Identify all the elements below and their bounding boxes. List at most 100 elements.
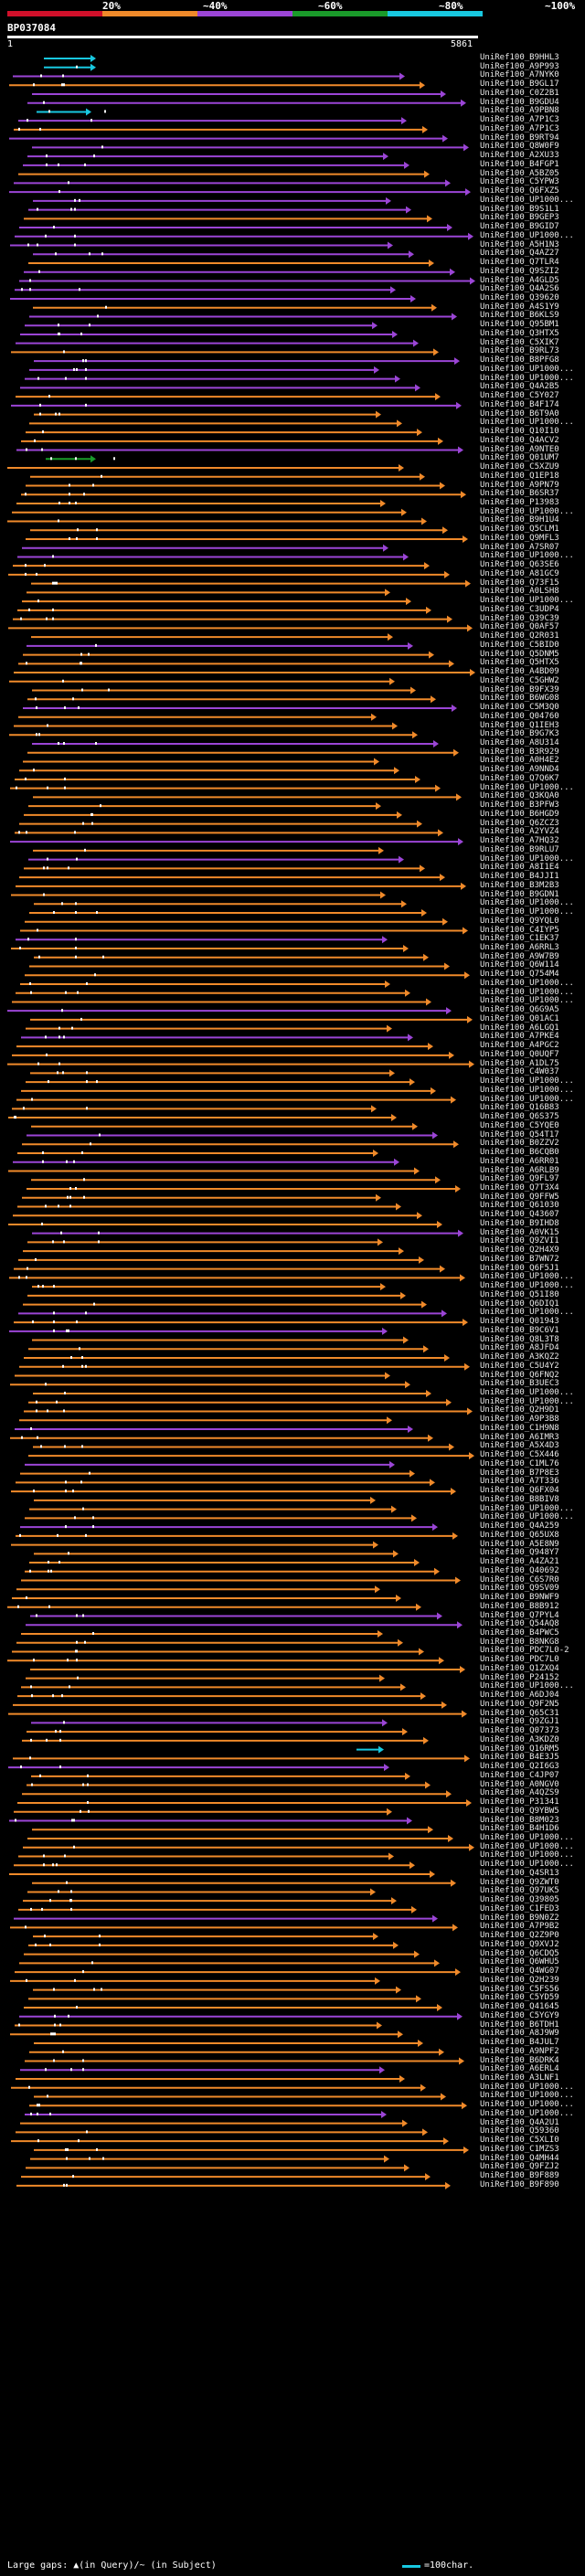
- hit-label[interactable]: UniRef100_Q6CDQ5: [480, 1948, 559, 1958]
- hit-label[interactable]: UniRef100_B9GDN1: [480, 889, 559, 899]
- hit-label[interactable]: UniRef100_UP1000...: [480, 2091, 574, 2101]
- hit-label[interactable]: UniRef100_A7PKE4: [480, 1032, 559, 1042]
- hit-label[interactable]: UniRef100_Q6FXZ5: [480, 186, 559, 196]
- hit-label[interactable]: UniRef100_A9P3B8: [480, 1415, 559, 1425]
- hit-label[interactable]: UniRef100_Q51I80: [480, 1289, 559, 1299]
- hit-label[interactable]: UniRef100_C5YGY9: [480, 2010, 559, 2020]
- hit-label[interactable]: UniRef100_Q59360: [480, 2126, 559, 2136]
- hit-label[interactable]: UniRef100_Q9FL97: [480, 1174, 559, 1184]
- hit-label[interactable]: UniRef100_A3KDZ0: [480, 1734, 559, 1744]
- hit-label[interactable]: UniRef100_UP1000...: [480, 1308, 574, 1318]
- hit-label[interactable]: UniRef100_UP1000...: [480, 1281, 574, 1291]
- hit-label[interactable]: UniRef100_UP1000...: [480, 1094, 574, 1104]
- hit-label[interactable]: UniRef100_Q07373: [480, 1726, 559, 1736]
- hit-label[interactable]: UniRef100_UP1000...: [480, 2082, 574, 2092]
- hit-label[interactable]: UniRef100_B9RL73: [480, 346, 559, 356]
- hit-label[interactable]: UniRef100_B9HHL3: [480, 53, 559, 62]
- hit-label[interactable]: UniRef100_Q2Z9P0: [480, 1931, 559, 1941]
- hit-label[interactable]: UniRef100_A2YVZ4: [480, 827, 559, 837]
- hit-label[interactable]: UniRef100_C5GHW2: [480, 675, 559, 685]
- hit-label[interactable]: UniRef100_Q39C39: [480, 613, 559, 623]
- hit-label[interactable]: UniRef100_C1MZS3: [480, 2144, 559, 2154]
- hit-label[interactable]: UniRef100_B4E3J5: [480, 1753, 559, 1763]
- hit-label[interactable]: UniRef100_C3UDP4: [480, 604, 559, 614]
- hit-label[interactable]: UniRef100_B4JJI1: [480, 872, 559, 882]
- hit-label[interactable]: UniRef100_Q97UK5: [480, 1886, 559, 1896]
- hit-label[interactable]: UniRef100_Q41645: [480, 2002, 559, 2012]
- hit-label[interactable]: UniRef100_UP1000...: [480, 853, 574, 864]
- hit-label[interactable]: UniRef100_A6ERL4: [480, 2064, 559, 2074]
- hit-label[interactable]: UniRef100_B9GID7: [480, 222, 559, 232]
- hit-label[interactable]: UniRef100_A0LSH8: [480, 587, 559, 597]
- hit-label[interactable]: UniRef100_Q6WHU5: [480, 1957, 559, 1967]
- hit-label[interactable]: UniRef100_Q54AQ8: [480, 1619, 559, 1629]
- hit-label[interactable]: UniRef100_Q9XVJ2: [480, 1939, 559, 1949]
- hit-label[interactable]: UniRef100_Q9YQL0: [480, 916, 559, 926]
- hit-label[interactable]: UniRef100_B8B912: [480, 1601, 559, 1611]
- hit-label[interactable]: UniRef100_Q2I6G3: [480, 1762, 559, 1772]
- hit-label[interactable]: UniRef100_UP1000...: [480, 996, 574, 1006]
- hit-label[interactable]: UniRef100_A8I1E4: [480, 863, 559, 873]
- hit-label[interactable]: UniRef100_A8J9W9: [480, 2029, 559, 2039]
- hit-label[interactable]: UniRef100_A1DL75: [480, 1058, 559, 1068]
- hit-label[interactable]: UniRef100_Q8W0F9: [480, 142, 559, 152]
- hit-label[interactable]: UniRef100_Q10I10: [480, 427, 559, 437]
- hit-label[interactable]: UniRef100_Q6FX04: [480, 1486, 559, 1496]
- hit-label[interactable]: UniRef100_A4ZA21: [480, 1557, 559, 1567]
- hit-label[interactable]: UniRef100_Q3HTX5: [480, 328, 559, 338]
- hit-label[interactable]: UniRef100_A8JFD4: [480, 1343, 559, 1353]
- hit-label[interactable]: UniRef100_B4F174: [480, 399, 559, 409]
- hit-label[interactable]: UniRef100_Q39620: [480, 292, 559, 302]
- hit-label[interactable]: UniRef100_Q65UX8: [480, 1530, 559, 1540]
- hit-label[interactable]: UniRef100_B3PFW3: [480, 800, 559, 811]
- hit-label[interactable]: UniRef100_A7P1C3: [480, 115, 559, 125]
- hit-label[interactable]: UniRef100_A5BZ05: [480, 168, 559, 178]
- hit-label[interactable]: UniRef100_B9S1L1: [480, 204, 559, 214]
- hit-label[interactable]: UniRef100_B9F889: [480, 2171, 559, 2181]
- hit-label[interactable]: UniRef100_UP1000...: [480, 1841, 574, 1851]
- hit-label[interactable]: UniRef100_Q9ZVI1: [480, 1236, 559, 1246]
- hit-label[interactable]: UniRef100_B3M2B3: [480, 880, 559, 890]
- hit-label[interactable]: UniRef100_B9H1U4: [480, 515, 559, 525]
- hit-label[interactable]: UniRef100_A5E8N9: [480, 1539, 559, 1549]
- hit-label[interactable]: UniRef100_P24152: [480, 1672, 559, 1682]
- hit-label[interactable]: UniRef100_A4S1Y9: [480, 302, 559, 312]
- hit-label[interactable]: UniRef100_Q4A2B5: [480, 382, 559, 392]
- hit-label[interactable]: UniRef100_A0H4E2: [480, 756, 559, 766]
- hit-label[interactable]: UniRef100_Q6W114: [480, 960, 559, 970]
- hit-label[interactable]: UniRef100_C5BID0: [480, 640, 559, 650]
- hit-label[interactable]: UniRef100_UP1000...: [480, 373, 574, 383]
- hit-label[interactable]: UniRef100_C5U4Y2: [480, 1361, 559, 1371]
- hit-label[interactable]: UniRef100_B8PFG8: [480, 355, 559, 366]
- hit-label[interactable]: UniRef100_A4GLD5: [480, 275, 559, 285]
- hit-label[interactable]: UniRef100_Q7Q6K7: [480, 773, 559, 783]
- hit-label[interactable]: UniRef100_P13983: [480, 498, 559, 507]
- hit-label[interactable]: UniRef100_C4W037: [480, 1067, 559, 1077]
- hit-label[interactable]: UniRef100_C5FS56: [480, 1984, 559, 1994]
- hit-label[interactable]: UniRef100_B9F890: [480, 2179, 559, 2189]
- hit-label[interactable]: UniRef100_UP1000...: [480, 2100, 574, 2110]
- hit-label[interactable]: UniRef100_Q6F5J1: [480, 1263, 559, 1273]
- hit-label[interactable]: UniRef100_Q0UQF7: [480, 1049, 559, 1059]
- hit-label[interactable]: UniRef100_B9RLU7: [480, 844, 559, 854]
- hit-label[interactable]: UniRef100_A7NYK0: [480, 70, 559, 80]
- hit-label[interactable]: UniRef100_Q1ZXQ4: [480, 1663, 559, 1673]
- hit-label[interactable]: UniRef100_B0ZZV2: [480, 1139, 559, 1149]
- hit-label[interactable]: UniRef100_Q4A2U1: [480, 2117, 559, 2127]
- hit-label[interactable]: UniRef100_UP1000...: [480, 230, 574, 240]
- hit-label[interactable]: UniRef100_UP1000...: [480, 1503, 574, 1513]
- hit-label[interactable]: UniRef100_B8M023: [480, 1815, 559, 1825]
- hit-label[interactable]: UniRef100_Q9FFW5: [480, 1192, 559, 1202]
- hit-label[interactable]: UniRef100_UP1000...: [480, 1396, 574, 1406]
- hit-label[interactable]: UniRef100_A5X4D3: [480, 1441, 559, 1451]
- hit-label[interactable]: UniRef100_A3KQZ2: [480, 1352, 559, 1362]
- hit-label[interactable]: UniRef100_UP1000...: [480, 596, 574, 606]
- hit-label[interactable]: UniRef100_C5X446: [480, 1450, 559, 1460]
- hit-label[interactable]: UniRef100_B6KLS9: [480, 311, 559, 321]
- hit-label[interactable]: UniRef100_C1FED3: [480, 1903, 559, 1913]
- hit-label[interactable]: UniRef100_B6SR37: [480, 489, 559, 499]
- hit-label[interactable]: UniRef100_A81GC9: [480, 568, 559, 578]
- hit-label[interactable]: UniRef100_Q9ZGJ1: [480, 1717, 559, 1727]
- hit-label[interactable]: UniRef100_UP1000...: [480, 1512, 574, 1522]
- hit-label[interactable]: UniRef100_A9P993: [480, 61, 559, 71]
